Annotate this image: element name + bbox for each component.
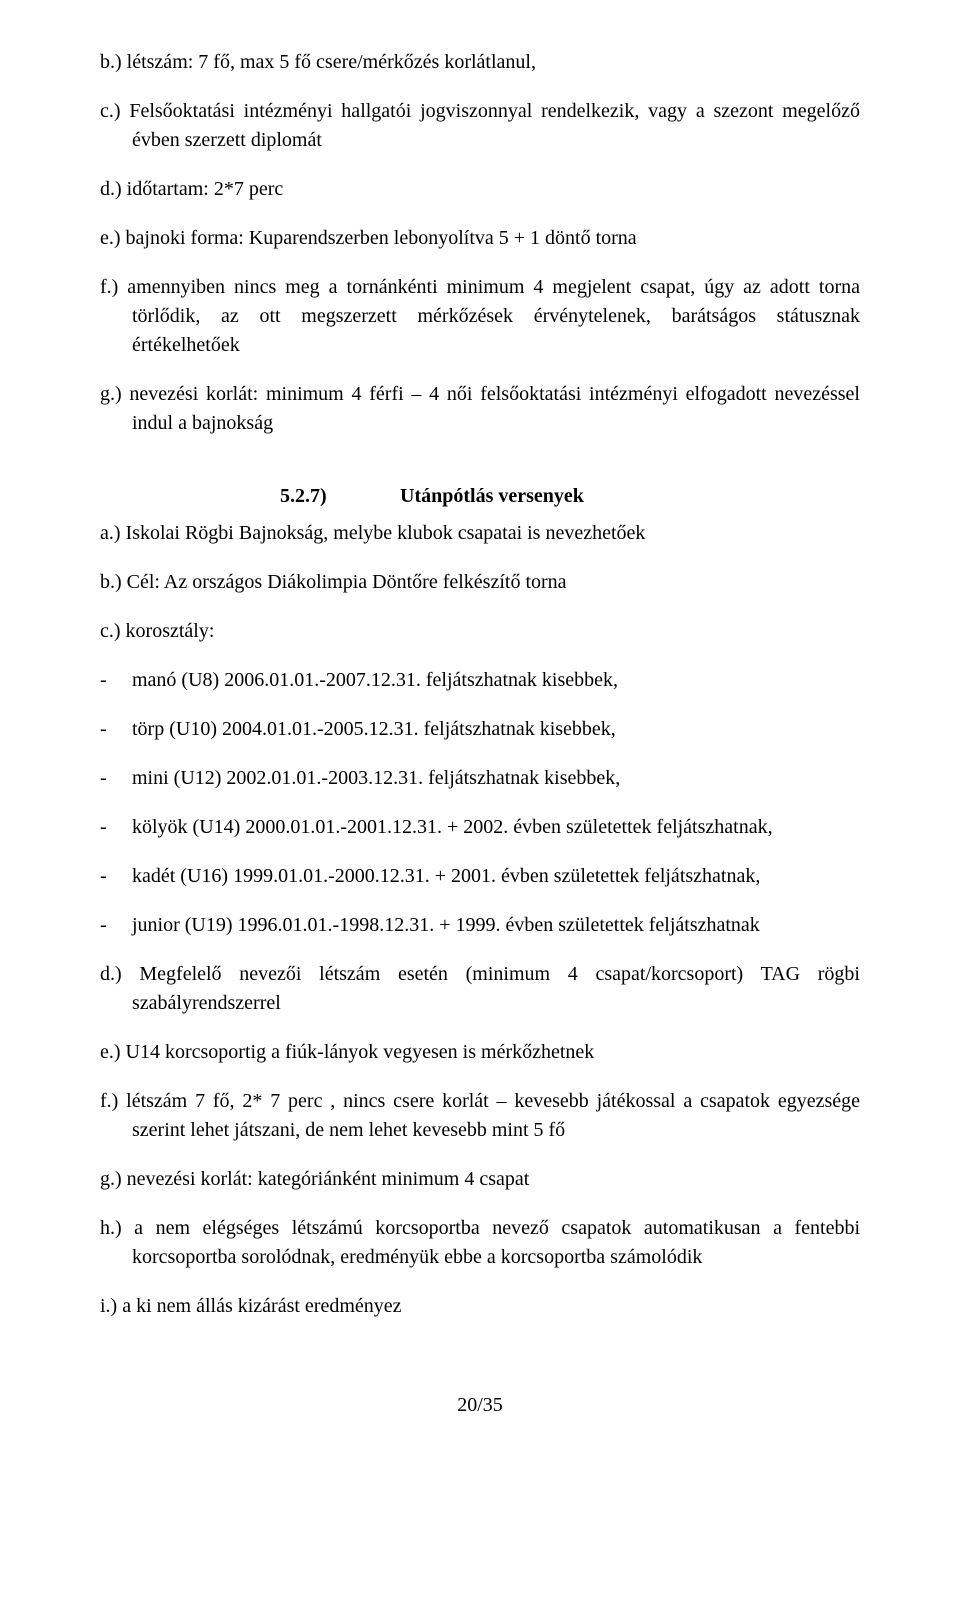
item-g: g.) nevezési korlát: minimum 4 férfi – 4… xyxy=(100,380,860,438)
item-d: d.) időtartam: 2*7 perc xyxy=(100,175,860,204)
item-b: b.) létszám: 7 fő, max 5 fő csere/mérkőz… xyxy=(100,48,860,77)
age-text-4: kölyök (U14) 2000.01.01.-2001.12.31. + 2… xyxy=(132,813,860,842)
item-e2: e.) U14 korcsoportig a fiúk-lányok vegye… xyxy=(100,1038,860,1067)
age-row-4: - kölyök (U14) 2000.01.01.-2001.12.31. +… xyxy=(100,813,860,842)
dash-icon: - xyxy=(100,715,132,744)
dash-icon: - xyxy=(100,764,132,793)
section-number: 5.2.7) xyxy=(280,482,400,511)
age-text-5: kadét (U16) 1999.01.01.-2000.12.31. + 20… xyxy=(132,862,860,891)
age-text-6: junior (U19) 1996.01.01.-1998.12.31. + 1… xyxy=(132,911,860,940)
age-row-5: - kadét (U16) 1999.01.01.-2000.12.31. + … xyxy=(100,862,860,891)
dash-icon: - xyxy=(100,666,132,695)
age-text-2: törp (U10) 2004.01.01.-2005.12.31. feljá… xyxy=(132,715,860,744)
section-heading: 5.2.7) Utánpótlás versenyek xyxy=(100,482,860,511)
age-row-3: - mini (U12) 2002.01.01.-2003.12.31. fel… xyxy=(100,764,860,793)
page-number: 20/35 xyxy=(100,1391,860,1420)
dash-icon: - xyxy=(100,862,132,891)
dash-icon: - xyxy=(100,813,132,842)
item-a2: a.) Iskolai Rögbi Bajnokság, melybe klub… xyxy=(100,519,860,548)
item-e: e.) bajnoki forma: Kuparendszerben lebon… xyxy=(100,224,860,253)
item-b2: b.) Cél: Az országos Diákolimpia Döntőre… xyxy=(100,568,860,597)
age-row-6: - junior (U19) 1996.01.01.-1998.12.31. +… xyxy=(100,911,860,940)
section-title: Utánpótlás versenyek xyxy=(400,482,584,511)
item-c: c.) Felsőoktatási intézményi hallgatói j… xyxy=(100,97,860,155)
age-row-2: - törp (U10) 2004.01.01.-2005.12.31. fel… xyxy=(100,715,860,744)
item-c2: c.) korosztály: xyxy=(100,617,860,646)
item-d2: d.) Megfelelő nevezői létszám esetén (mi… xyxy=(100,960,860,1018)
item-f2: f.) létszám 7 fő, 2* 7 perc , nincs cser… xyxy=(100,1087,860,1145)
dash-icon: - xyxy=(100,911,132,940)
age-row-1: - manó (U8) 2006.01.01.-2007.12.31. felj… xyxy=(100,666,860,695)
item-i2: i.) a ki nem állás kizárást eredményez xyxy=(100,1292,860,1321)
item-f: f.) amennyiben nincs meg a tornánkénti m… xyxy=(100,273,860,360)
age-text-3: mini (U12) 2002.01.01.-2003.12.31. feljá… xyxy=(132,764,860,793)
item-g2: g.) nevezési korlát: kategóriánként mini… xyxy=(100,1165,860,1194)
age-text-1: manó (U8) 2006.01.01.-2007.12.31. felját… xyxy=(132,666,860,695)
item-h2: h.) a nem elégséges létszámú korcsoportb… xyxy=(100,1214,860,1272)
